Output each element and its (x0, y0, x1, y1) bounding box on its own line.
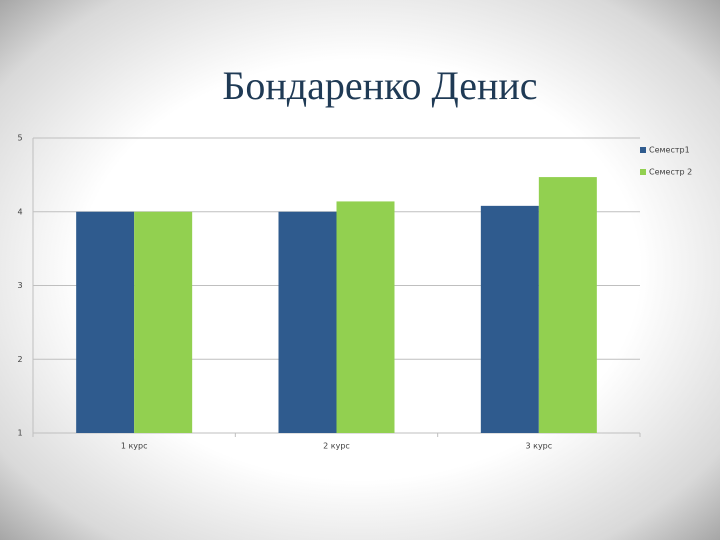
legend-label: Семестр 2 (649, 168, 692, 177)
legend-label: Семестр1 (649, 146, 690, 155)
bar (336, 201, 395, 433)
bar (538, 177, 597, 433)
bar (278, 211, 337, 433)
y-tick-label: 2 (17, 355, 22, 364)
x-tick-label: 1 курс (121, 442, 148, 451)
y-tick-label: 3 (17, 281, 22, 290)
legend-swatch (640, 147, 646, 153)
chart-title: Бондаренко Денис (222, 63, 537, 108)
y-tick-label: 5 (17, 134, 22, 143)
bar (76, 211, 135, 433)
x-tick-label: 3 курс (525, 442, 552, 451)
y-tick-label: 1 (17, 429, 22, 438)
legend-swatch (640, 169, 646, 175)
y-tick-label: 4 (17, 207, 22, 216)
x-tick-label: 2 курс (323, 442, 350, 451)
bar (134, 211, 193, 433)
bar (480, 205, 539, 433)
